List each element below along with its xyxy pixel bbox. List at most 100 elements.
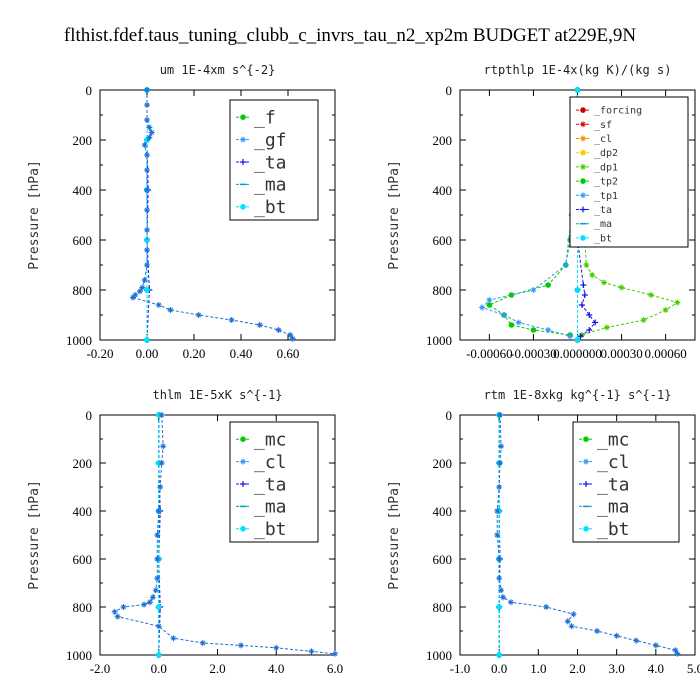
legend-label: _mc: [254, 430, 287, 451]
data-point: [674, 299, 681, 306]
data-point: [583, 262, 590, 268]
legend-marker: [240, 526, 246, 532]
legend-marker: [240, 136, 246, 143]
panel-title: rtpthlp 1E-4x(kg K)/(kg s): [484, 63, 672, 77]
x-tick-label: 0.000000: [553, 346, 602, 361]
data-point: [146, 599, 153, 606]
y-tick-label: 800: [73, 283, 93, 298]
x-tick-label: 0.00030: [600, 346, 642, 361]
legend-marker: [580, 163, 586, 170]
x-tick-label: 1.0: [530, 661, 546, 676]
y-tick-label: 200: [73, 456, 93, 471]
y-tick-label: 1000: [66, 648, 92, 663]
data-point: [496, 604, 502, 610]
data-point: [589, 272, 596, 278]
legend-marker: [240, 458, 246, 465]
y-tick-label: 1000: [426, 333, 452, 348]
x-tick-label: -1.0: [450, 661, 471, 676]
data-point: [647, 292, 654, 298]
x-tick-label: 2.0: [569, 661, 585, 676]
legend-label: _bt: [254, 197, 287, 218]
data-point: [287, 332, 294, 338]
data-point: [157, 484, 164, 490]
y-tick-label: 800: [433, 283, 453, 298]
legend-label: _bt: [254, 519, 287, 540]
data-point: [530, 327, 537, 333]
data-point: [600, 279, 607, 286]
data-point: [148, 129, 155, 136]
legend-marker: [240, 481, 246, 487]
data-point: [570, 611, 577, 618]
legend-marker: [583, 481, 589, 487]
data-point: [494, 532, 501, 538]
data-point: [273, 644, 280, 651]
data-point: [496, 460, 503, 466]
legend-label: _ma: [254, 175, 287, 196]
x-tick-label: 4.0: [268, 661, 284, 676]
legend-marker: [240, 159, 246, 165]
legend-marker: [240, 204, 246, 210]
data-point: [228, 317, 235, 323]
data-point: [496, 412, 503, 418]
panel-rtm: rtm 1E-8xkg kg^{-1} s^{-1} Pressure [hPa]…: [387, 388, 700, 676]
data-point: [120, 604, 127, 610]
data-point: [674, 650, 681, 657]
data-point: [160, 443, 167, 450]
x-tick-label: 0.60: [277, 346, 300, 361]
data-point: [501, 312, 508, 318]
x-tick-label: 0.40: [230, 346, 253, 361]
x-tick-label: 4.0: [648, 661, 664, 676]
x-tick-label: 0.00: [136, 346, 159, 361]
data-point: [586, 327, 593, 333]
legend-label: _cl: [594, 134, 612, 145]
data-point: [154, 575, 161, 582]
legend-marker: [580, 235, 586, 241]
series-line: [131, 90, 294, 340]
data-point: [498, 587, 505, 594]
data-point: [578, 302, 585, 308]
data-point: [603, 324, 610, 331]
data-point: [592, 319, 599, 326]
x-tick-label: 2.0: [209, 661, 225, 676]
data-point: [562, 262, 569, 268]
data-point: [496, 556, 503, 562]
y-tick-label: 1000: [426, 648, 452, 663]
legend-label: _ta: [594, 205, 612, 216]
y-tick-label: 1000: [66, 333, 92, 348]
x-tick-label: 0.20: [183, 346, 206, 361]
legend-label: _ma: [597, 497, 630, 518]
y-tick-label: 400: [73, 504, 93, 519]
data-point: [543, 604, 550, 610]
data-point: [498, 443, 505, 450]
data-point: [144, 227, 150, 233]
data-point: [564, 618, 571, 625]
y-tick-label: 200: [433, 133, 453, 148]
data-point: [640, 317, 647, 323]
data-point: [141, 601, 148, 608]
legend-label: _dp1: [594, 162, 618, 173]
data-point: [141, 142, 148, 148]
data-point: [139, 284, 146, 291]
data-point: [144, 167, 150, 173]
data-point: [568, 623, 575, 630]
data-point: [577, 333, 584, 340]
y-tick-label: 400: [433, 183, 453, 198]
legend-marker: [580, 149, 586, 156]
y-axis-label: Pressure [hPa]: [27, 480, 42, 590]
panel-title: thlm 1E-5xK s^{-1}: [152, 388, 282, 402]
panel-title: rtm 1E-8xkg kg^{-1} s^{-1}: [484, 388, 672, 402]
figure-title: flthist.fdef.taus_tuning_clubb_c_invrs_t…: [64, 25, 636, 46]
data-point: [144, 262, 150, 268]
data-point: [308, 648, 315, 655]
y-axis-label: Pressure [hPa]: [387, 480, 402, 590]
data-point: [155, 623, 162, 630]
data-point: [132, 292, 139, 298]
legend-box: [572, 421, 680, 543]
x-tick-label: 0.0: [491, 661, 507, 676]
data-point: [530, 287, 537, 293]
y-tick-label: 800: [433, 600, 453, 615]
data-point: [618, 284, 625, 291]
data-point: [144, 187, 150, 193]
data-point: [129, 294, 136, 301]
data-point: [111, 608, 118, 615]
